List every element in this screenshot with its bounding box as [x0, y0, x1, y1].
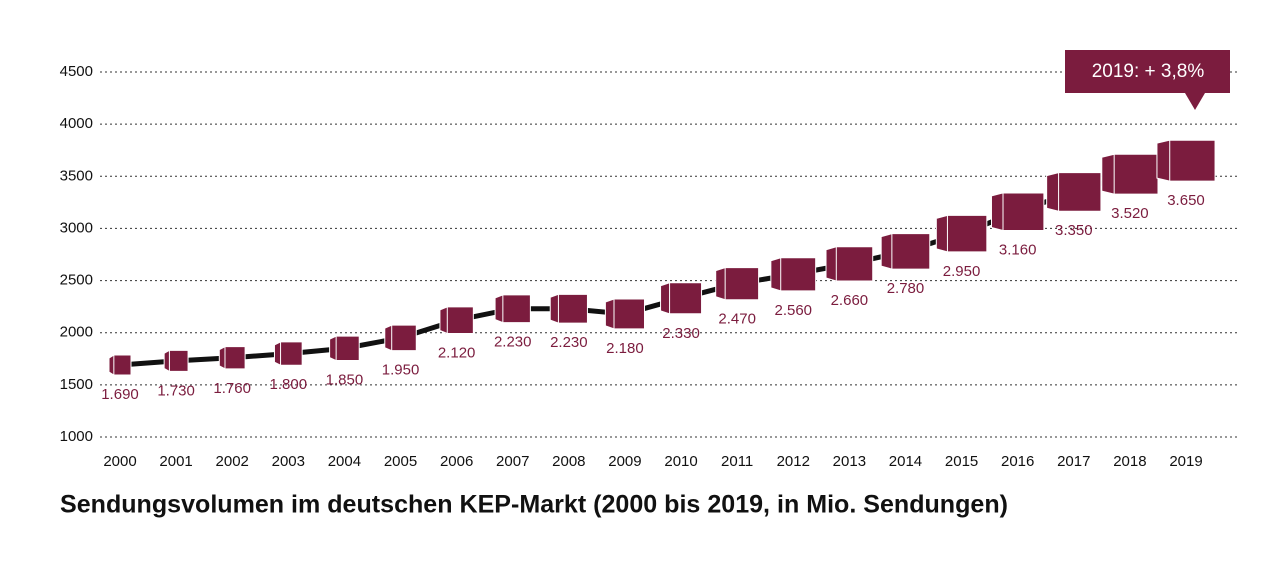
value-label: 2.780: [887, 280, 925, 297]
y-tick-label: 4500: [60, 63, 93, 80]
package-marker: [108, 354, 132, 376]
x-tick-label: 2010: [664, 453, 697, 470]
y-tick-label: 3500: [60, 167, 93, 184]
package-marker: [935, 214, 988, 253]
annotation: 2019: + 3,8%: [1092, 61, 1205, 82]
value-label: 2.660: [831, 292, 869, 309]
value-label: 1.850: [326, 372, 364, 389]
x-tick-label: 2009: [608, 453, 641, 470]
package-marker: [825, 246, 874, 282]
value-label: 2.230: [550, 334, 588, 351]
value-label: 3.520: [1111, 205, 1149, 222]
x-tick-label: 2012: [777, 453, 810, 470]
x-tick-label: 2007: [496, 453, 529, 470]
x-tick-label: 2001: [159, 453, 192, 470]
package-marker: [439, 306, 474, 334]
y-tick-label: 2000: [60, 324, 93, 341]
x-tick-label: 2013: [833, 453, 866, 470]
value-label: 2.120: [438, 344, 476, 361]
value-label: 1.760: [213, 380, 251, 397]
y-tick-label: 2500: [60, 272, 93, 289]
package-marker: [329, 335, 360, 362]
package-marker: [494, 294, 531, 324]
value-label: 3.350: [1055, 222, 1093, 239]
package-marker: [990, 192, 1045, 232]
value-label: 1.730: [157, 382, 195, 399]
package-marker: [880, 233, 931, 270]
annotation-box: [1065, 50, 1230, 110]
package-marker: [660, 282, 703, 315]
package-marker: [384, 324, 417, 352]
x-tick-label: 2011: [721, 453, 753, 470]
package-marker: [604, 298, 645, 330]
x-tick-label: 2000: [103, 453, 136, 470]
value-label: 2.470: [718, 311, 756, 328]
x-tick-label: 2008: [552, 453, 585, 470]
x-tick-label: 2015: [945, 453, 978, 470]
package-marker: [218, 346, 246, 370]
value-label: 2.180: [606, 340, 644, 357]
x-tick-label: 2003: [272, 453, 305, 470]
package-marker: [1046, 172, 1102, 212]
line: [119, 158, 1187, 368]
y-tick-label: 1000: [60, 428, 93, 445]
x-tick-label: 2004: [328, 453, 361, 470]
x-tick-label: 2017: [1057, 453, 1090, 470]
x-tick-label: 2006: [440, 453, 473, 470]
package-marker: [770, 257, 817, 292]
package-marker: [1101, 153, 1159, 195]
package-marker: [163, 349, 189, 372]
x-tick-label: 2019: [1169, 453, 1202, 470]
x-tick-label: 2014: [889, 453, 922, 470]
chart-title: Sendungsvolumen im deutschen KEP-Markt (…: [60, 491, 1008, 519]
x-tick-label: 2016: [1001, 453, 1034, 470]
y-tick-label: 3000: [60, 219, 93, 236]
value-label: 3.160: [999, 242, 1037, 259]
package-marker: [273, 341, 303, 366]
package-marker: [549, 293, 588, 324]
package-marker: [1156, 139, 1216, 182]
y-tick-label: 1500: [60, 376, 93, 393]
x-tick-label: 2005: [384, 453, 417, 470]
value-label: 2.560: [774, 302, 812, 319]
y-tick-label: 4000: [60, 115, 93, 132]
value-label: 2.950: [943, 263, 981, 280]
x-tick-label: 2018: [1113, 453, 1146, 470]
value-label: 1.800: [270, 376, 308, 393]
value-label: 1.690: [101, 386, 139, 403]
value-label: 1.950: [382, 362, 420, 379]
value-label: 2.230: [494, 334, 532, 351]
package-marker: [715, 267, 760, 301]
x-tick-label: 2002: [216, 453, 249, 470]
value-label: 2.330: [662, 325, 700, 342]
value-label: 3.650: [1167, 192, 1205, 209]
